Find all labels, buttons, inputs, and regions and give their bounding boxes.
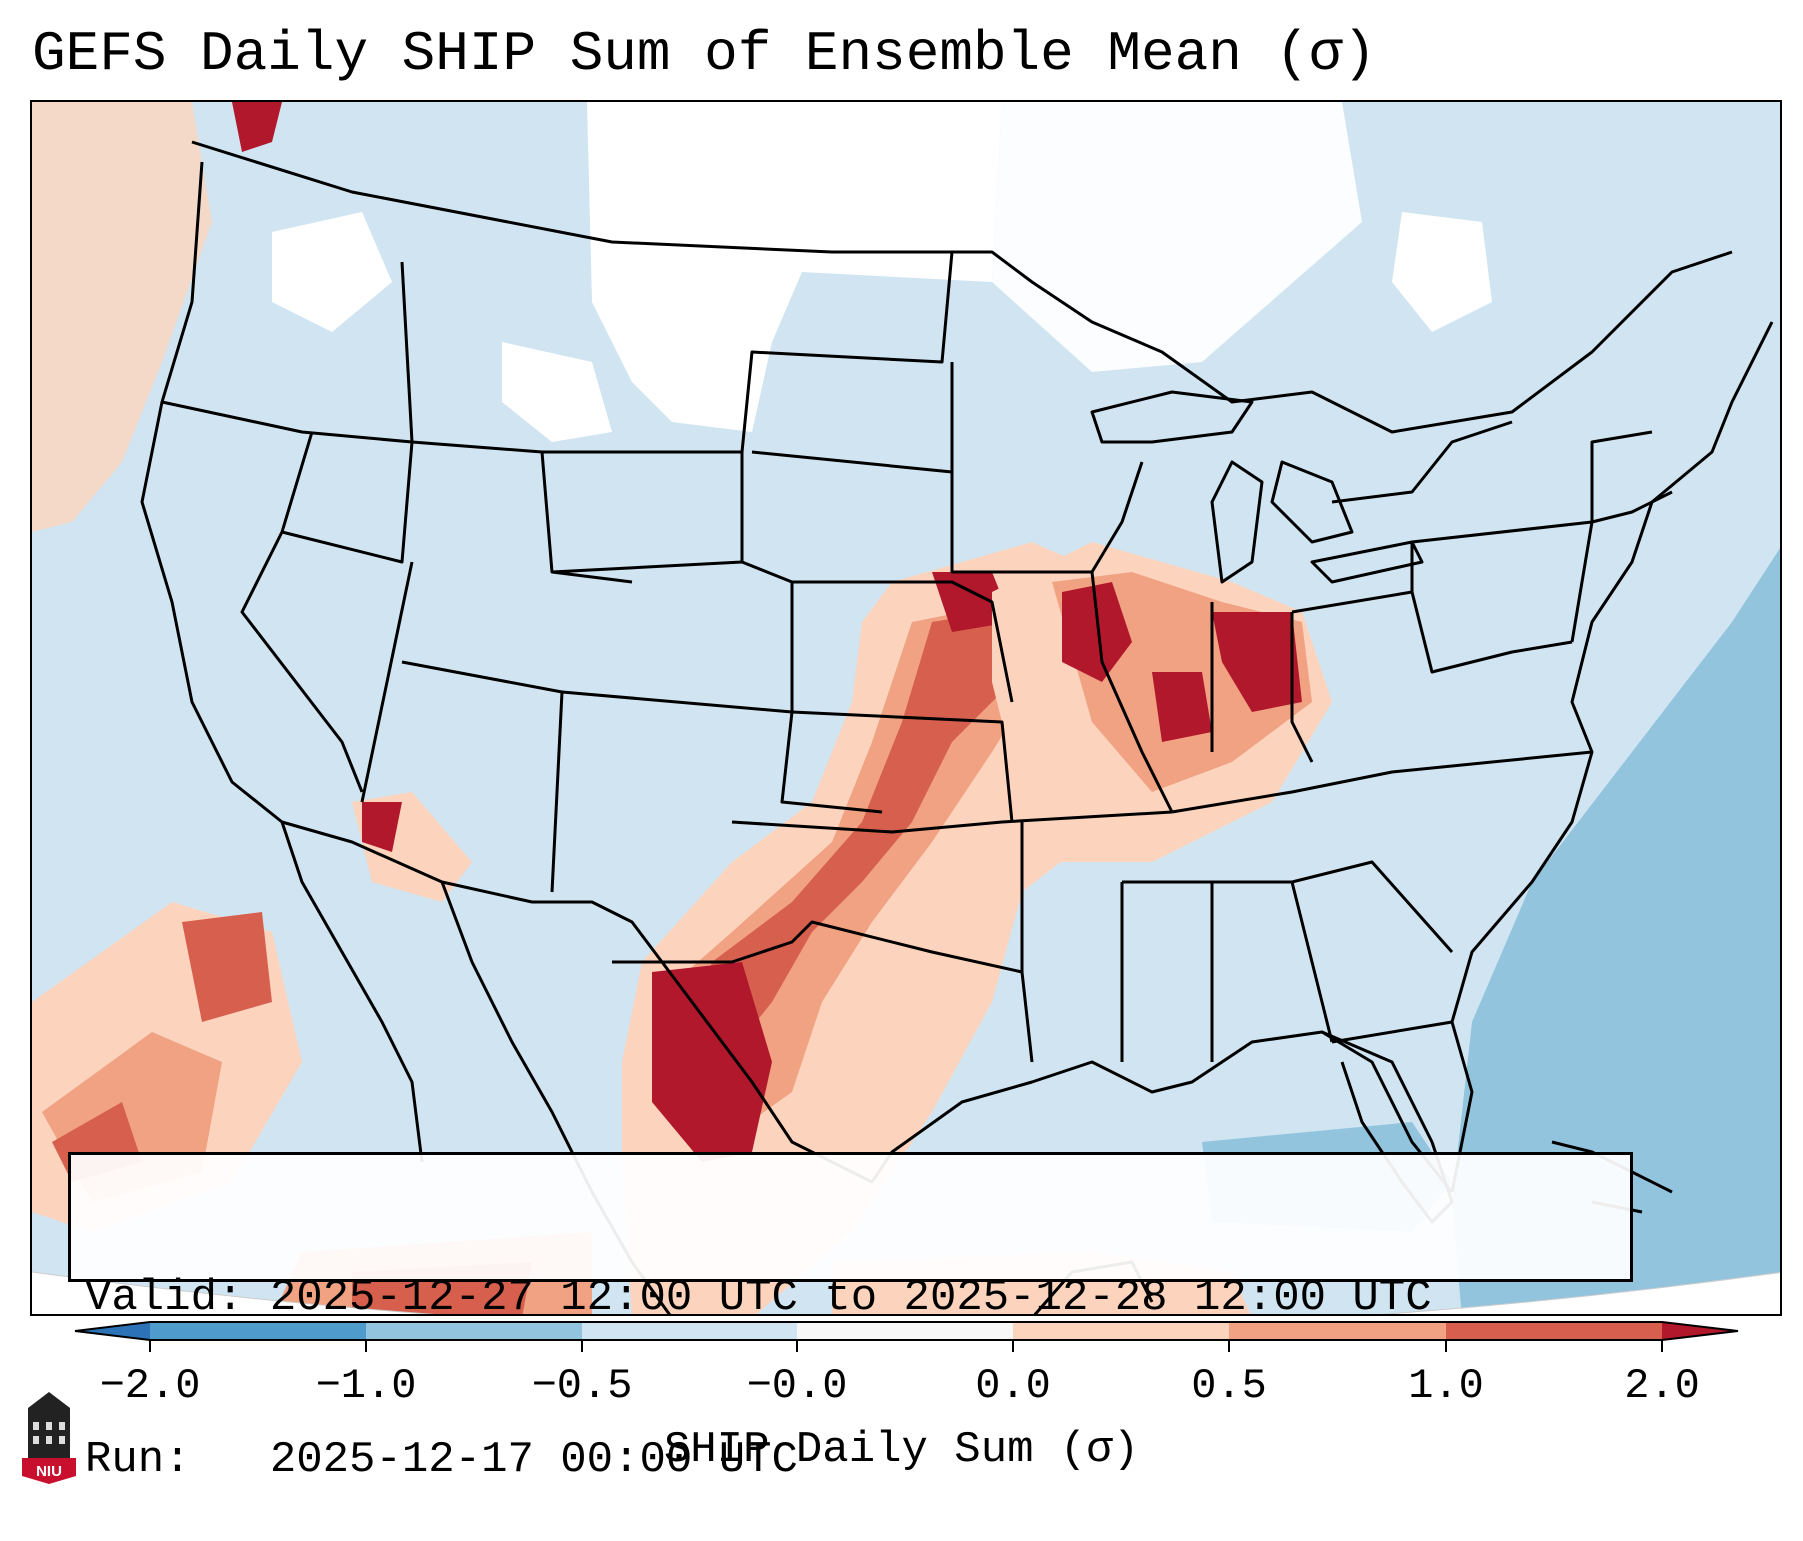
positive-core-texas [652,962,772,1162]
domain-edge [32,1271,1780,1314]
colorbar-extend-high [1662,1322,1738,1340]
positive-core-illinois [1062,582,1132,682]
map-title: GEFS Daily SHIP Sum of Ensemble Mean (σ) [32,22,1377,86]
colorbar-label: SHIP Daily Sum (σ) [663,1425,1140,1475]
colorbar-tick-label: 2.0 [1624,1362,1700,1410]
colorbar-tick-label: 0.5 [1191,1362,1267,1410]
map-panel [30,100,1782,1316]
colorbar-tick-label: −2.0 [99,1362,201,1410]
niu-logo-text: NIU [36,1463,62,1480]
colorbar-tick-label: −1.0 [315,1362,417,1410]
west-coast [140,161,283,824]
colorbar-tick-label: 1.0 [1408,1362,1484,1410]
great-lakes-erie [1310,540,1424,584]
great-lakes-michigan [1210,460,1264,584]
atlantic-negative [1452,542,1780,1314]
baja [280,821,424,1163]
great-lakes-superior [1090,390,1254,444]
valid-info-box: Valid: 2025-12-27 12:00 UTC to 2025-12-2… [68,1152,1633,1485]
colorbar-tick-label: 0.0 [975,1362,1051,1410]
southern-border [281,820,873,1184]
run-time-text: Run: 2025-12-17 00:00 UTC [85,1435,798,1485]
neutral-region-canada [992,102,1362,372]
boundaries [140,140,1774,1314]
niu-logo: NIU [22,1392,76,1484]
valid-time-text: Valid: 2025-12-27 12:00 UTC to 2025-12-2… [85,1273,1432,1323]
colorbar-tick-label: −0.0 [746,1362,848,1410]
gulf-coast [870,1030,1454,1193]
east-coast [1450,321,1774,1193]
us-canada-border [191,140,1733,434]
colorbar-tick-label: −0.5 [531,1362,633,1410]
neutral-region-north [587,102,1002,432]
great-lakes-huron [1270,460,1354,544]
